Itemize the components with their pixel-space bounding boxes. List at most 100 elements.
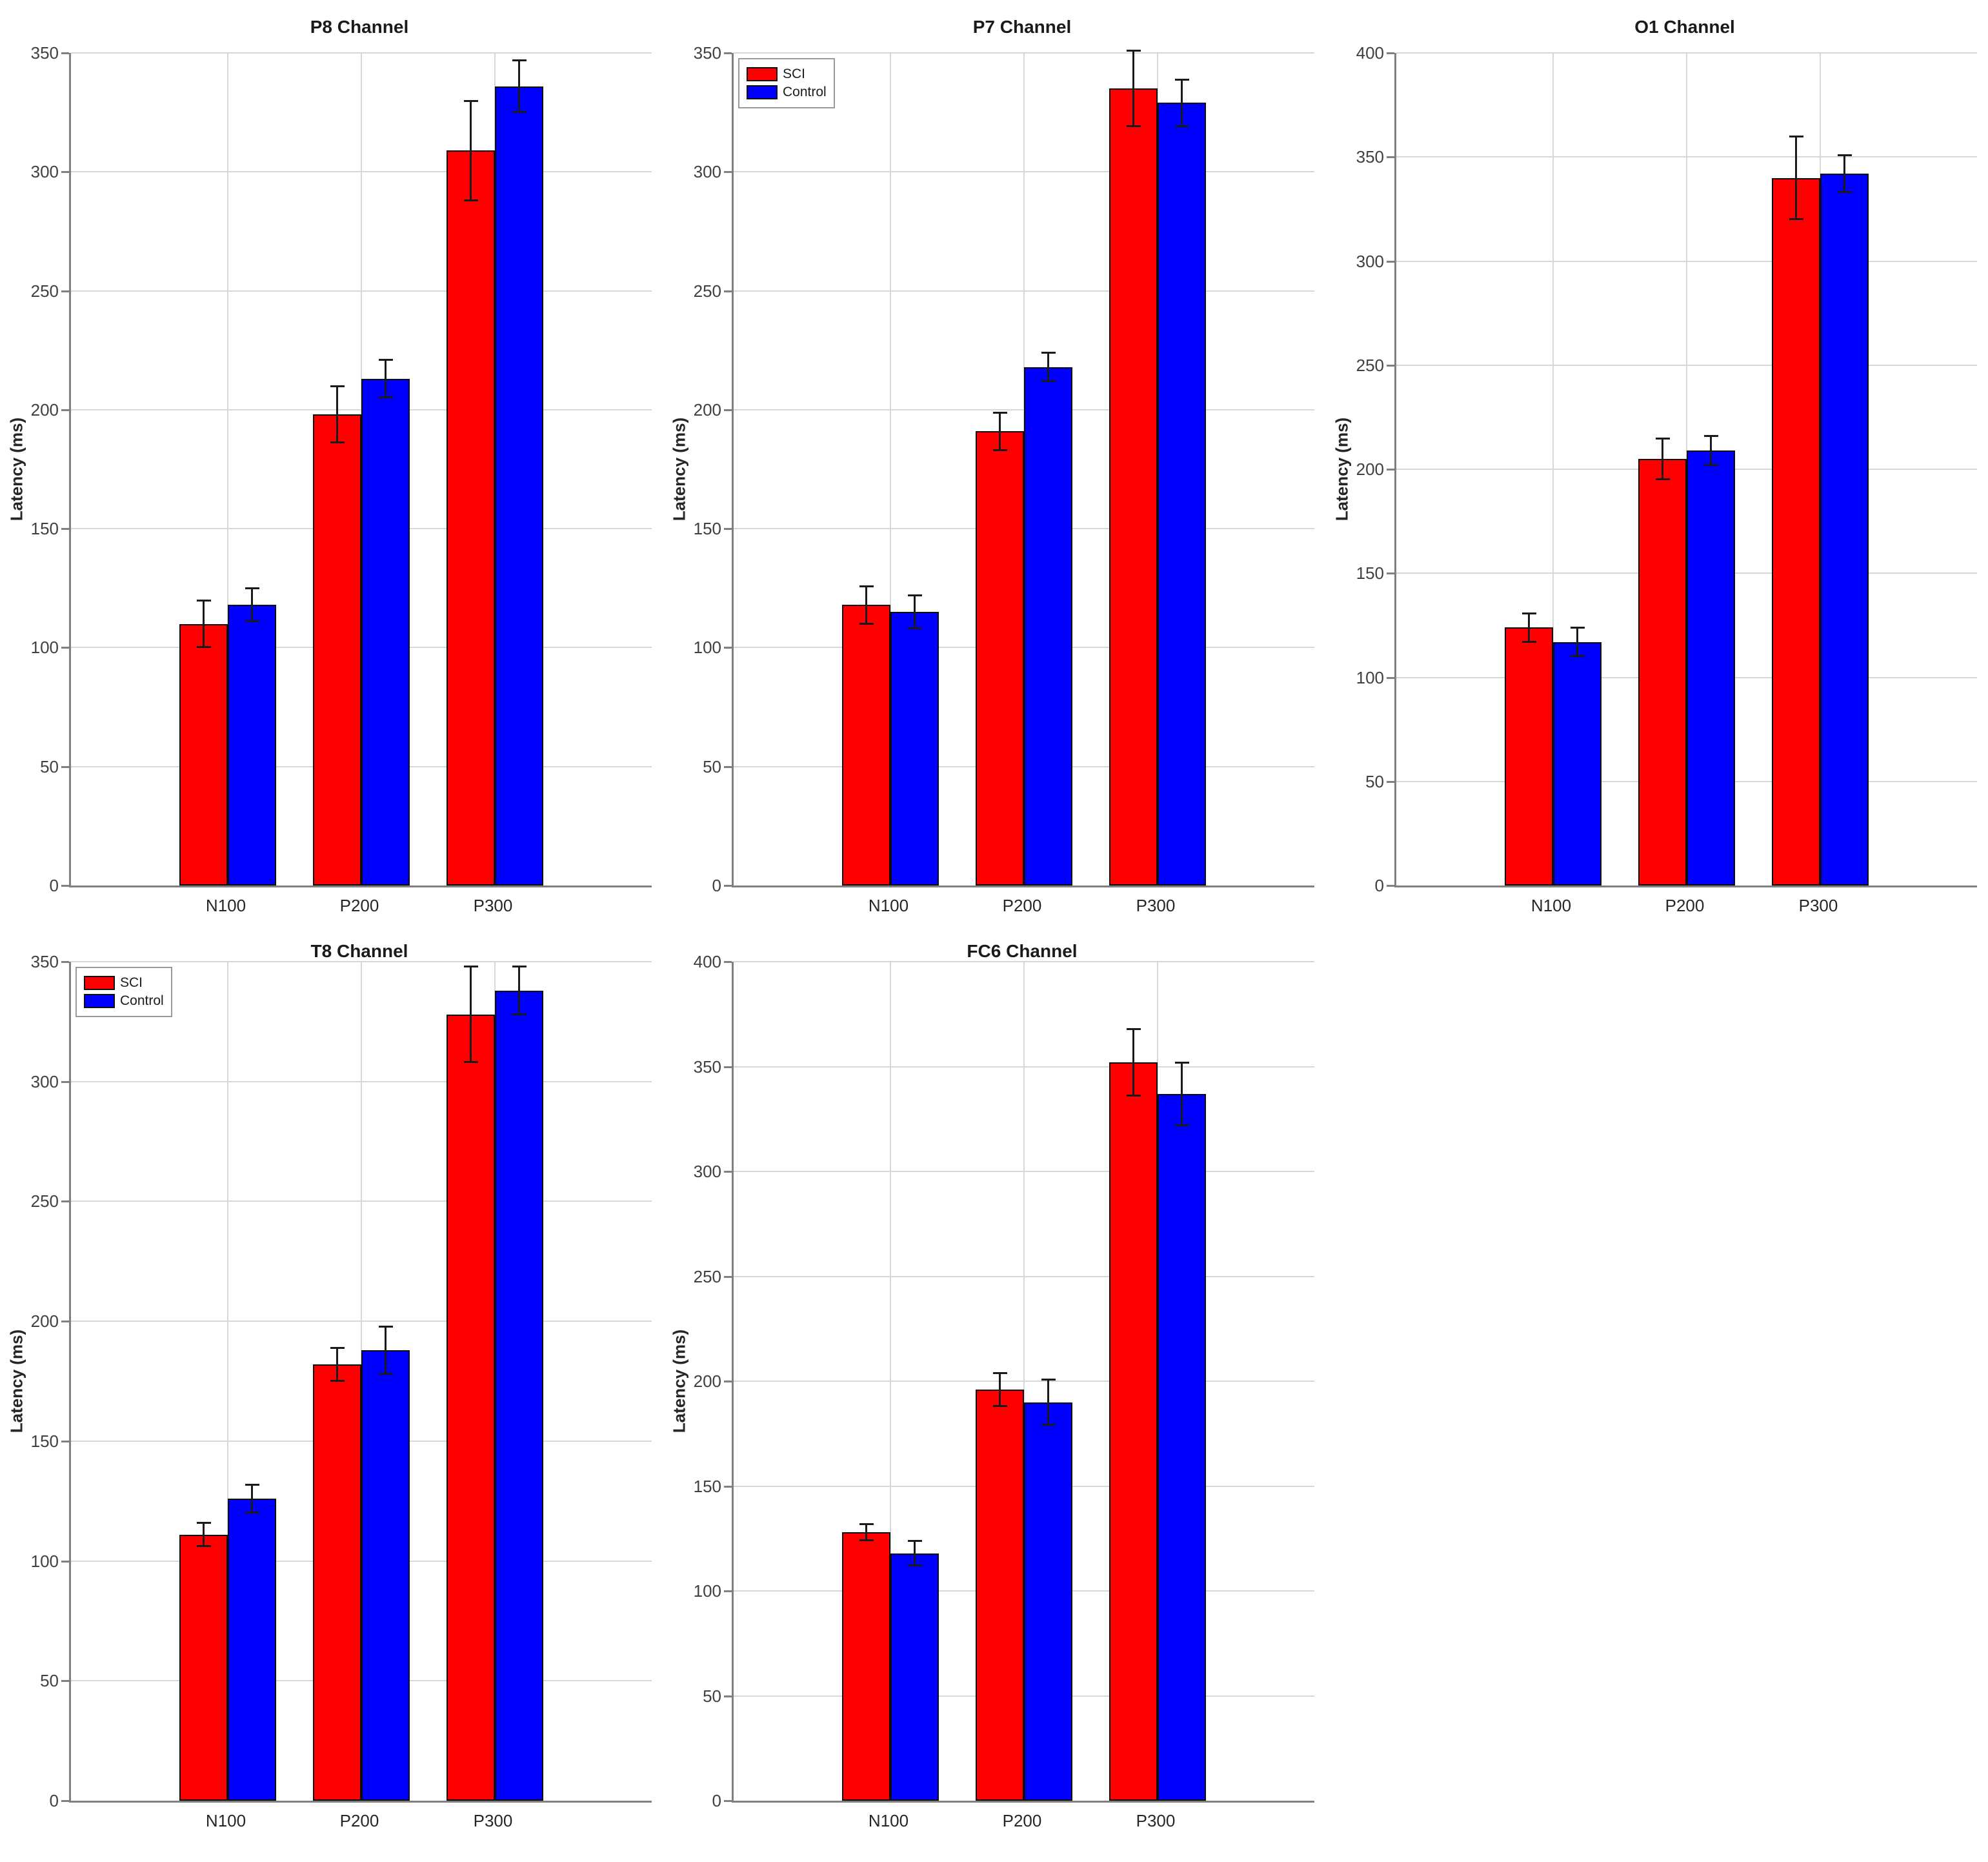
error-bar-cap-bottom bbox=[1041, 379, 1056, 382]
x-tick-label-n100: N100 bbox=[868, 896, 909, 915]
error-bar-cap-bottom bbox=[463, 199, 478, 201]
plot-area bbox=[732, 50, 1314, 887]
legend-row-control: Control bbox=[747, 85, 827, 100]
y-tick-label: 50 bbox=[703, 1686, 721, 1706]
x-tick-label-p200: P200 bbox=[1002, 1811, 1042, 1830]
y-tick-label: 50 bbox=[703, 756, 721, 776]
error-bar-cap-top bbox=[512, 59, 527, 62]
error-bar-cap-bottom bbox=[1837, 191, 1852, 194]
legend-row-sci: SCI bbox=[747, 66, 827, 82]
error-bar-cap-bottom bbox=[196, 1545, 211, 1548]
bar-control-p200 bbox=[1024, 367, 1072, 885]
plot-area bbox=[69, 961, 652, 1803]
y-tick-mark bbox=[1387, 364, 1394, 367]
plot-area bbox=[732, 961, 1314, 1803]
legend-label-sci: SCI bbox=[120, 975, 143, 990]
y-tick-mark bbox=[1387, 572, 1394, 575]
error-bar-cap-bottom bbox=[463, 1061, 478, 1063]
y-tick-mark bbox=[724, 171, 732, 174]
bar-sci-p200 bbox=[313, 1364, 361, 1801]
bar-sci-p300 bbox=[447, 1014, 495, 1801]
plot-area bbox=[69, 52, 652, 887]
bar-sci-n100 bbox=[842, 605, 890, 885]
bar-control-p200 bbox=[361, 378, 410, 885]
bar-sci-p200 bbox=[313, 414, 361, 885]
y-tick-mark bbox=[724, 528, 732, 531]
error-bar-cap-top bbox=[1041, 352, 1056, 354]
x-tick-label-n100: N100 bbox=[205, 896, 246, 915]
legend: SCI Control bbox=[738, 58, 835, 108]
error-bar-cap-bottom bbox=[1041, 1424, 1056, 1426]
error-bar-cap-top bbox=[330, 385, 345, 387]
y-tick-mark bbox=[724, 1485, 732, 1488]
error-bar-cap-bottom bbox=[330, 1380, 345, 1382]
error-bar-cap-top bbox=[992, 411, 1007, 414]
error-bar-cap-bottom bbox=[859, 1539, 874, 1541]
y-tick-label: 300 bbox=[693, 1162, 721, 1181]
y-tick-label: 150 bbox=[1356, 563, 1384, 583]
bar-sci-p200 bbox=[1638, 458, 1687, 885]
error-bar-cap-top bbox=[1703, 435, 1718, 438]
bar-sci-p300 bbox=[1109, 88, 1158, 885]
chart-t8-channel: T8 Channel Latency (ms) 0 50 100 150 200 250 300… bbox=[0, 931, 663, 1862]
error-bar-cap-top bbox=[1789, 136, 1803, 137]
y-tick-label: 200 bbox=[693, 400, 721, 420]
y-tick-mark bbox=[1387, 156, 1394, 159]
y-tick-mark bbox=[724, 290, 732, 292]
bar-control-p300 bbox=[1158, 1093, 1206, 1801]
y-tick-mark bbox=[1387, 260, 1394, 263]
error-bar bbox=[1710, 436, 1712, 465]
gridline-vertical bbox=[227, 962, 228, 1801]
y-tick-label: 50 bbox=[40, 756, 59, 776]
y-tick-label: 200 bbox=[1356, 460, 1384, 479]
error-bar-cap-top bbox=[1570, 627, 1585, 629]
error-bar-cap-bottom bbox=[1789, 218, 1803, 220]
bar-sci-n100 bbox=[1505, 627, 1553, 885]
y-axis-label: Latency (ms) bbox=[669, 417, 689, 521]
gridline-vertical bbox=[890, 962, 891, 1801]
y-tick-label: 0 bbox=[712, 876, 721, 895]
error-bar-cap-bottom bbox=[196, 646, 211, 649]
bar-control-p200 bbox=[1687, 450, 1735, 885]
chart-title: P8 Channel bbox=[310, 17, 409, 37]
bar-control-p300 bbox=[495, 990, 543, 1801]
y-axis-label: Latency (ms) bbox=[6, 1329, 26, 1433]
error-bar bbox=[470, 100, 472, 201]
y-axis-label: Latency (ms) bbox=[6, 417, 26, 521]
legend-swatch-control bbox=[84, 994, 115, 1008]
error-bar-cap-top bbox=[1126, 50, 1141, 52]
legend-swatch-control bbox=[747, 85, 778, 99]
bar-control-n100 bbox=[890, 1553, 939, 1801]
error-bar-cap-bottom bbox=[330, 441, 345, 444]
error-bar-cap-top bbox=[1521, 612, 1536, 614]
y-tick-mark bbox=[61, 1080, 69, 1083]
error-bar-cap-top bbox=[245, 587, 259, 590]
y-tick-mark bbox=[724, 1381, 732, 1382]
x-tick-label-p300: P300 bbox=[473, 896, 513, 915]
error-bar-cap-top bbox=[1126, 1028, 1141, 1030]
error-bar bbox=[914, 1541, 916, 1566]
error-bar-cap-top bbox=[1041, 1378, 1056, 1381]
legend-swatch-sci bbox=[84, 976, 115, 990]
y-tick-mark bbox=[1387, 469, 1394, 471]
error-bar bbox=[1528, 612, 1530, 642]
error-bar-cap-bottom bbox=[245, 1512, 259, 1514]
gridline-vertical bbox=[227, 53, 228, 885]
legend: SCI Control bbox=[75, 967, 172, 1017]
error-bar-cap-top bbox=[196, 599, 211, 602]
y-tick-label: 50 bbox=[1365, 771, 1384, 791]
y-tick-mark bbox=[724, 1171, 732, 1173]
y-tick-label: 250 bbox=[30, 281, 59, 301]
error-bar-cap-bottom bbox=[907, 627, 922, 629]
error-bar-cap-bottom bbox=[1703, 463, 1718, 466]
y-tick-mark bbox=[61, 52, 69, 54]
error-bar-cap-bottom bbox=[859, 622, 874, 625]
x-tick-label-p200: P200 bbox=[339, 1811, 379, 1830]
y-tick-label: 300 bbox=[1356, 251, 1384, 271]
y-tick-mark bbox=[61, 1560, 69, 1563]
error-bar-cap-top bbox=[196, 1522, 211, 1524]
error-bar bbox=[1576, 627, 1578, 657]
bar-control-p200 bbox=[361, 1350, 410, 1801]
bar-sci-p300 bbox=[1772, 177, 1820, 885]
y-tick-label: 400 bbox=[693, 952, 721, 971]
